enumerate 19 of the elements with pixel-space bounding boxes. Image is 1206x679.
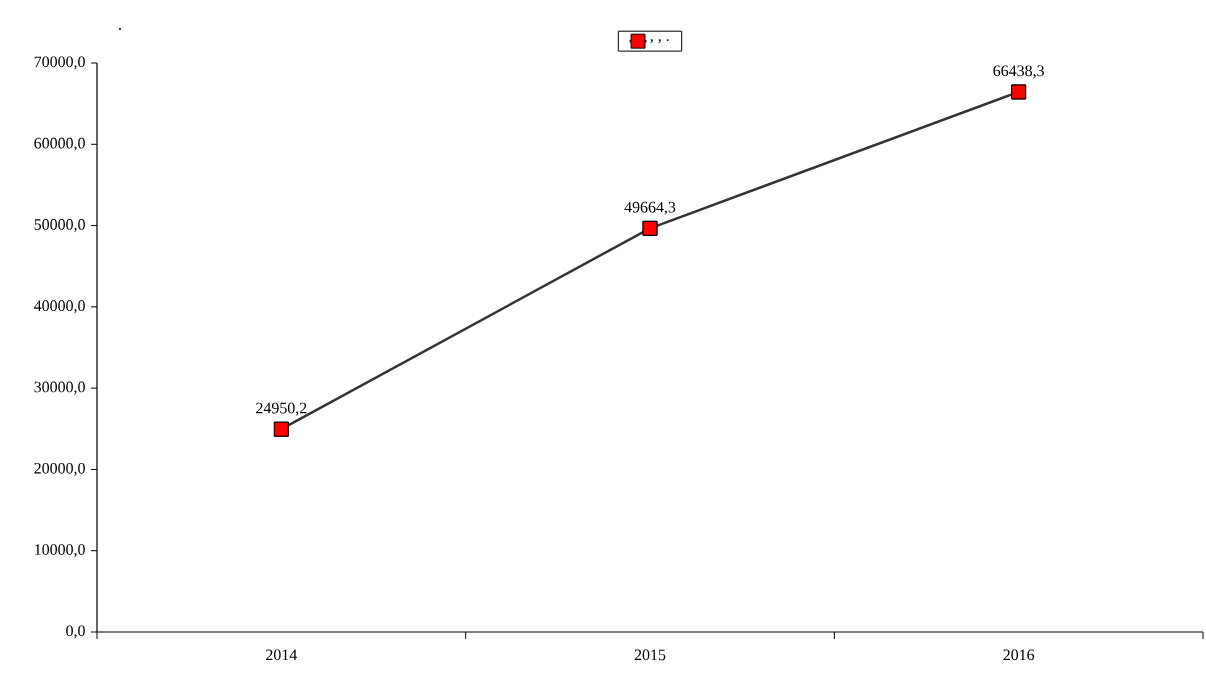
data-label: 24950,2 bbox=[256, 402, 307, 416]
point bbox=[1011, 84, 1027, 100]
legend-label: , , . bbox=[650, 39, 669, 44]
y-tick-label: 0,0 bbox=[66, 625, 85, 639]
y-tick-label: 20000,0 bbox=[34, 462, 85, 476]
y-tick-label: 30000,0 bbox=[34, 381, 85, 395]
y-tick-label: 70000,0 bbox=[34, 56, 85, 70]
y-tick-label: 10000,0 bbox=[35, 544, 85, 558]
y-tick-label: 60000,0 bbox=[34, 137, 85, 151]
text: . bbox=[119, 28, 121, 30]
data-label: 49664,3 bbox=[624, 201, 676, 215]
point bbox=[273, 421, 289, 437]
x-tick-label: 2014 bbox=[266, 649, 298, 661]
y-tick-label: 50000,0 bbox=[34, 219, 85, 233]
y-tick-label: 40000,0 bbox=[34, 300, 85, 314]
point bbox=[642, 220, 658, 236]
x-tick-label: 2016 bbox=[1003, 649, 1035, 661]
x-tick-label: 2015 bbox=[634, 649, 666, 661]
data-label: 66438,3 bbox=[993, 65, 1044, 79]
